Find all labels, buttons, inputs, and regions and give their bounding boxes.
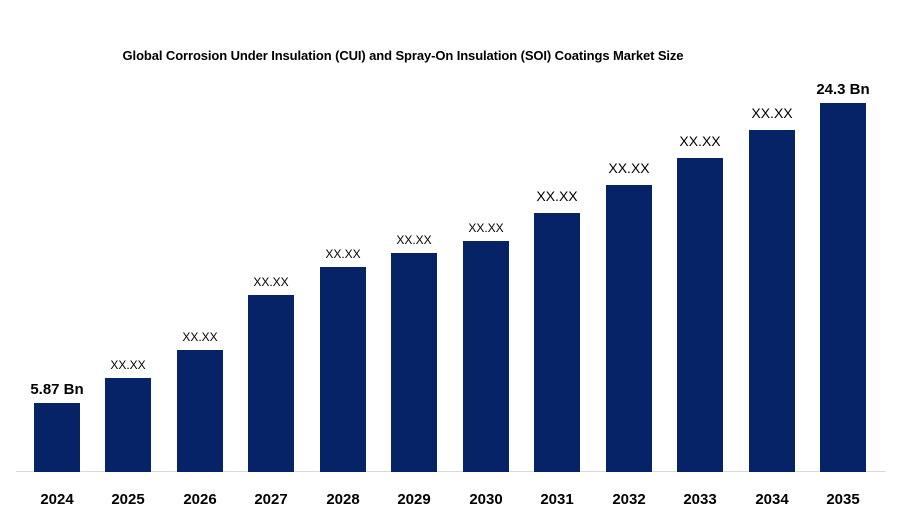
x-axis-tick-2029: 2029 (397, 491, 431, 508)
bar-2032 (606, 185, 652, 472)
bar-value-label-2025: XX.XX (110, 358, 146, 373)
bar-2033 (677, 158, 723, 472)
bar-value-label-2031: XX.XX (536, 187, 578, 204)
chart-title: Global Corrosion Under Insulation (CUI) … (122, 48, 684, 63)
bar-2029 (391, 253, 437, 472)
bar-value-label-2024: 5.87 Bn (30, 380, 84, 398)
bar-2027 (248, 295, 294, 472)
bar-value-label-2029: XX.XX (396, 233, 432, 248)
x-axis-tick-2028: 2028 (326, 491, 360, 508)
bar-2028 (320, 267, 366, 472)
x-axis-tick-2030: 2030 (469, 491, 503, 508)
bar-value-label-2027: XX.XX (253, 275, 289, 290)
bar-2024 (34, 403, 80, 472)
bar-2034 (749, 130, 795, 472)
bar-value-label-2035: 24.3 Bn (816, 80, 870, 98)
bar-2025 (105, 378, 151, 472)
x-axis-tick-2034: 2034 (755, 491, 789, 508)
x-axis-tick-2032: 2032 (612, 491, 646, 508)
bar-value-label-2030: XX.XX (468, 221, 504, 236)
bar-value-label-2034: XX.XX (751, 104, 793, 121)
x-axis-tick-2035: 2035 (826, 491, 860, 508)
bar-value-label-2028: XX.XX (325, 247, 361, 262)
bar-2030 (463, 241, 509, 472)
bar-value-label-2032: XX.XX (608, 159, 650, 176)
x-axis-tick-2027: 2027 (254, 491, 288, 508)
x-axis-tick-2024: 2024 (40, 491, 74, 508)
bar-value-label-2026: XX.XX (182, 330, 218, 345)
bar-2035 (820, 103, 866, 472)
x-axis-tick-2033: 2033 (683, 491, 717, 508)
x-axis-tick-2031: 2031 (540, 491, 574, 508)
bar-2026 (177, 350, 223, 472)
x-axis-tick-2025: 2025 (111, 491, 145, 508)
x-axis-tick-2026: 2026 (183, 491, 217, 508)
bar-2031 (534, 213, 580, 472)
x-axis-line (16, 471, 886, 472)
bar-value-label-2033: XX.XX (679, 132, 721, 149)
